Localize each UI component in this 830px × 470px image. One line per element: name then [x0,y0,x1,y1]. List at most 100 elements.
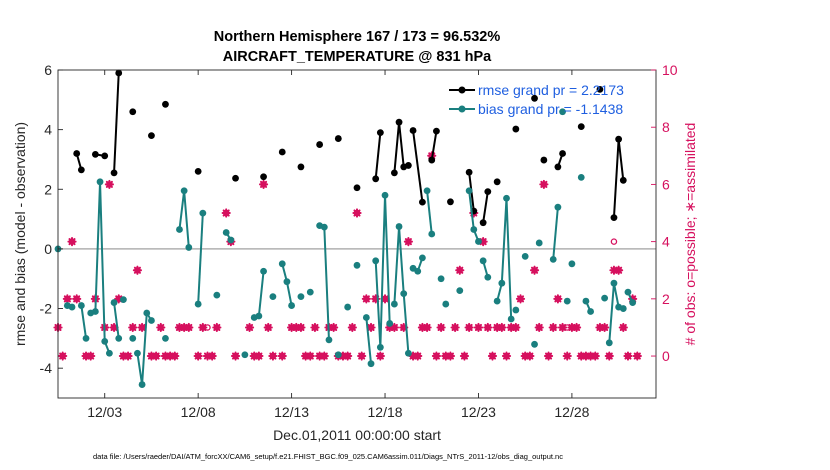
bias-point-24-0 [372,257,380,265]
bias-point-24-1 [376,343,384,351]
obs-assimilated-marker-58 [366,322,376,333]
bias-point-3-1 [91,308,99,315]
obs-assimilated-marker-10 [109,322,119,333]
rmse-point-1-0 [91,150,99,158]
rmse-point-15-3 [404,162,412,169]
bias-point-4-0 [110,299,118,306]
rmse-series-line-17 [430,130,438,161]
x-tick-label-2: 12/13 [274,404,309,420]
rmse-point-4-0 [148,132,155,140]
bias-point-12-1 [227,236,235,244]
bias-point-44-0 [601,294,609,302]
obs-assimilated-marker-60 [375,351,385,361]
bias-series-line-4 [113,302,120,339]
bias-point-14-2 [260,267,267,275]
bias-series-line-25 [393,226,410,354]
obs-assimilated-marker-26 [193,351,203,361]
bias-point-32-0 [479,257,487,265]
obs-assimilated-marker-28 [202,351,213,361]
obs-assimilated-marker-48 [319,351,329,361]
obs-assimilated-marker-36 [254,351,264,361]
obs-assimilated-marker-105 [590,351,600,361]
bias-point-31-1 [470,226,478,233]
obs-assimilated-marker-46 [310,322,320,333]
bias-point-13-0 [241,351,249,359]
bias-point-25-1 [395,223,403,230]
obs-assimilated-marker-101 [571,322,582,333]
rmse-point-0-1 [77,166,85,174]
rmse-point-20-1 [484,188,492,196]
bias-point-7-1 [138,381,146,388]
obs-assimilated-marker-18 [151,351,161,361]
rmse-point-15-1 [395,118,403,126]
bias-point-14-1 [255,312,263,320]
obs-assimilated-marker-92 [529,265,540,275]
bias-series-line-24 [374,195,391,348]
rmse-series-line-16 [412,130,424,203]
obs-assimilated-marker-112 [623,351,633,361]
x-tick-label-3: 12/18 [368,404,403,420]
bias-series-line-27 [426,190,433,235]
y-right-tick-label-4: 8 [662,119,670,135]
rmse-point-0-0 [73,150,81,157]
obs-assimilated-marker-56 [357,351,367,361]
bias-point-17-0 [297,293,305,301]
rmse-point-13-0 [353,184,361,192]
obs-assimilated-marker-21 [165,351,175,361]
obs-assimilated-marker-44 [301,351,311,361]
obs-assimilated-marker-24 [179,322,189,333]
obs-assimilated-marker-90 [520,351,530,361]
legend: rmse grand pr = 2.2173 bias grand pr = -… [449,82,624,117]
bias-point-37-0 [535,239,543,247]
bias-point-29-0 [442,300,450,308]
rmse-point-17-1 [433,127,440,135]
chart-title-line-2: AIRCRAFT_TEMPERATURE @ 831 hPa [223,49,492,65]
bias-point-46-0 [624,288,632,296]
bias-point-33-2 [503,194,510,202]
bias-point-43-1 [587,308,594,315]
rmse-point-9-0 [278,148,286,156]
obs-assimilated-marker-107 [600,322,610,333]
bias-point-16-0 [278,260,286,268]
obs-assimilated-marker-84 [492,322,502,333]
bias-series-line-10 [197,213,204,305]
obs-assimilated-marker-83 [487,351,498,361]
obs-assimilated-marker-27 [198,322,208,333]
rmse-point-28-0 [610,214,618,222]
rmse-point-16-0 [409,127,417,134]
y-right-tick-label-1: 2 [662,291,670,307]
bias-point-3-3 [101,337,109,345]
bias-series-line-2 [80,305,88,339]
obs-assimilated-marker-52 [338,351,348,361]
obs-assimilated-marker-113 [628,294,638,304]
bias-point-3-4 [105,349,113,357]
bias-point-8-0 [162,334,169,342]
obs-assimilated-marker-33 [230,351,241,361]
bias-point-12-0 [222,229,230,236]
obs-assimilated-marker-108 [604,351,614,361]
rmse-point-6-0 [194,167,202,175]
obs-assimilated-marker-63 [389,322,399,333]
obs-assimilated-marker-2 [62,294,72,304]
legend-rmse-marker [458,86,466,94]
obs-assimilated-marker-16 [137,322,147,333]
bias-point-9-1 [180,187,188,195]
obs-assimilated-marker-62 [385,322,395,333]
obs-assimilated-marker-19 [156,322,166,333]
obs-assimilated-marker-31 [221,208,231,218]
obs-assimilated-marker-5 [81,351,91,361]
rmse-point-19-0 [465,168,473,176]
obs-possible-marker-109 [610,238,618,245]
bias-point-1-1 [68,303,76,311]
obs-assimilated-marker-99 [562,351,572,361]
obs-assimilated-marker-54 [347,322,357,333]
bias-point-40-0 [563,297,571,305]
obs-assimilated-marker-109 [609,265,619,275]
obs-assimilated-marker-43 [296,322,306,333]
bias-point-7-2 [143,309,151,317]
obs-assimilated-marker-89 [515,294,526,304]
obs-assimilated-marker-55 [352,208,362,218]
rmse-point-25-0 [554,163,562,171]
rmse-point-7-0 [232,174,239,182]
bias-point-23-0 [362,314,370,321]
